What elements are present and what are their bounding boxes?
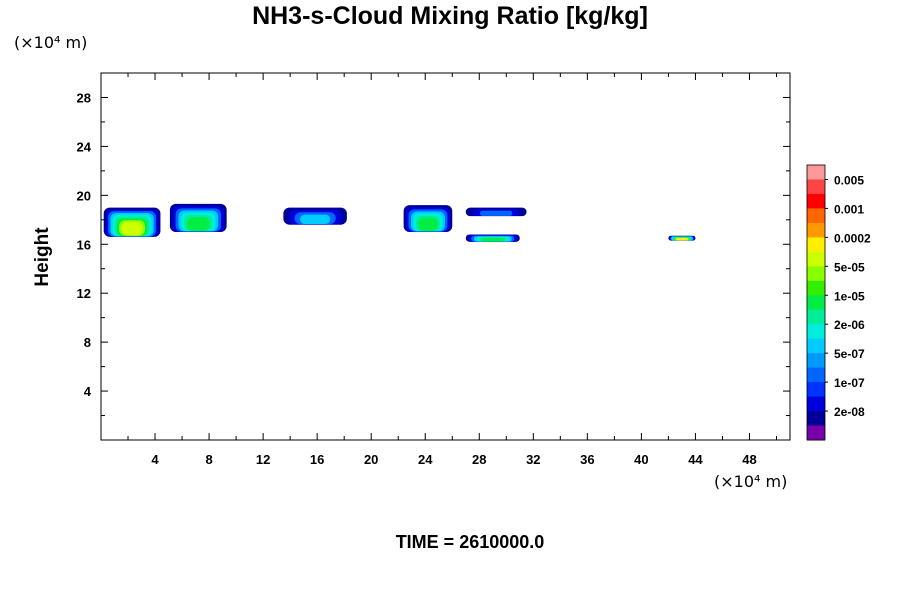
y-tick-label-4: 20: [77, 188, 91, 203]
x-tick-label-9: 40: [634, 452, 648, 467]
cloud-region-6-level-9: [676, 238, 687, 241]
colorbar-swatch-3: [807, 208, 825, 224]
colorbar-frame: [806, 164, 826, 441]
cloud-region-4-level-2: [479, 210, 513, 216]
x-tick-label-10: 44: [688, 452, 703, 467]
chart-title: NH3-s-Cloud Mixing Ratio [kg/kg]: [252, 2, 648, 30]
colorbar-swatch-12: [807, 338, 825, 354]
colorbar-swatch-13: [807, 353, 825, 369]
x-axis-ticks: 4 8 12 16 20 24 28 32 36 40 44 48: [127, 73, 777, 467]
colorbar-label-6: 5e-07: [834, 347, 865, 361]
y-tick-label-3: 16: [77, 237, 91, 252]
cloud-region-5-level-6: [481, 237, 504, 242]
x-tick-label-7: 32: [526, 452, 540, 467]
x-tick-label-0: 4: [151, 452, 159, 467]
cloud-field: [103, 203, 696, 242]
colorbar-swatch-7: [807, 266, 825, 282]
colorbar-label-5: 2e-06: [834, 318, 865, 332]
colorbar-swatch-6: [807, 251, 825, 267]
y-tick-label-2: 12: [77, 286, 91, 301]
plot-frame: [100, 72, 791, 441]
x-tick-label-11: 48: [742, 452, 756, 467]
y-tick-label-1: 8: [84, 335, 91, 350]
y-axis-ticks: 4 8 12 16 20 24 28: [77, 90, 790, 417]
colorbar-swatch-15: [807, 382, 825, 398]
y-tick-label-5: 24: [77, 139, 92, 154]
colorbar-label-2: 0.0002: [834, 231, 871, 245]
colorbar-swatch-16: [807, 396, 825, 412]
colorbar-swatch-18: [807, 425, 825, 441]
colorbar-label-1: 0.001: [834, 202, 864, 216]
y-tick-label-6: 28: [77, 90, 91, 105]
colorbar-swatch-5: [807, 237, 825, 253]
colorbar-swatch-1: [807, 179, 825, 195]
colorbar-swatch-14: [807, 367, 825, 383]
colorbar-label-4: 1e-05: [834, 289, 865, 303]
colorbar-swatch-0: [807, 165, 825, 180]
x-tick-label-6: 28: [472, 452, 486, 467]
x-axis-unit: (×10⁴ m): [714, 472, 788, 491]
colorbar-label-3: 5e-05: [834, 260, 865, 274]
colorbar-swatch-4: [807, 222, 825, 238]
colorbar-label-0: 0.005: [834, 173, 864, 187]
colorbar: 0.005 0.001 0.0002 5e-05 1e-05 2e-06 5e-07 1e-0…: [806, 164, 871, 441]
x-tick-label-5: 24: [418, 452, 433, 467]
x-tick-label-4: 20: [364, 452, 378, 467]
x-tick-label-3: 16: [310, 452, 324, 467]
y-tick-label-0: 4: [84, 384, 92, 399]
colorbar-swatch-17: [807, 411, 825, 427]
colorbar-swatch-8: [807, 280, 825, 296]
colorbar-swatch-10: [807, 309, 825, 325]
colorbar-swatch-11: [807, 324, 825, 340]
cloud-region-3-level-6: [418, 217, 438, 231]
x-tick-label-2: 12: [256, 452, 270, 467]
time-label: TIME = 2610000.0: [395, 532, 545, 552]
colorbar-label-7: 1e-07: [834, 376, 865, 390]
colorbar-swatch-9: [807, 295, 825, 311]
colorbar-swatch-2: [807, 193, 825, 209]
y-axis-unit: (×10⁴ m): [14, 33, 88, 52]
cloud-region-1-level-6: [186, 217, 210, 231]
colorbar-label-8: 2e-08: [834, 405, 865, 419]
cloud-region-0-level-8: [121, 221, 143, 236]
cloud-region-2-level-3: [300, 214, 331, 225]
x-tick-label-1: 8: [205, 452, 212, 467]
x-tick-label-8: 36: [580, 452, 594, 467]
